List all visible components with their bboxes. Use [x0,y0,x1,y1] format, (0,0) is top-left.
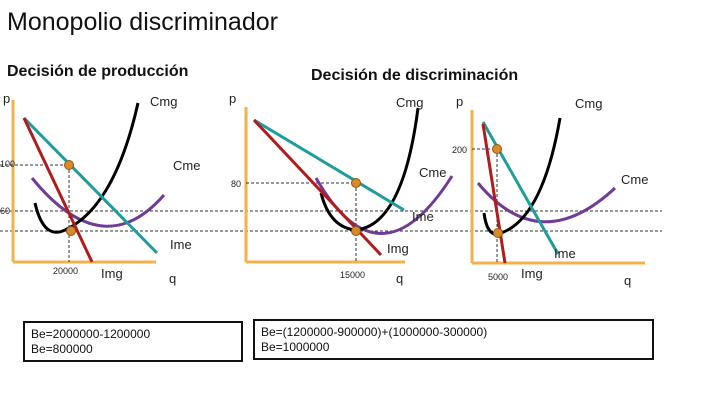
graph3-ime-label: Ime [554,246,576,261]
graph1-p-axis-label: p [3,91,11,106]
graph3-cme-label: Cme [621,172,649,187]
graph1-mc-point [66,226,76,236]
graph3-demand-line [481,121,560,255]
graph1-ac-curve [30,177,166,228]
graph1-ime-label: Ime [170,237,192,252]
graph2-img-label: Img [387,241,409,256]
graph1-cme-label: Cme [173,158,201,173]
graph3-q-5000-tick: 5000 [488,272,509,282]
graph2-cme-label: Cme [419,165,447,180]
graph2-mc-curve [319,107,420,232]
graph1-mr-line [22,117,94,263]
market1-graph [244,107,454,264]
graph2-mc-point [351,226,361,236]
page-title: Monopolio discriminador [7,8,278,36]
graph1-q-axis-label: q [169,271,177,286]
graph1-img-label: Img [101,266,123,281]
graph3-cmg-label: Cmg [575,96,603,111]
graph2-demand-line [253,118,405,212]
graph3-img-label: Img [521,266,543,281]
discrimination-profit-line-1: Be=(1200000-900000)+(1000000-300000) [261,325,488,339]
graph3-mr-line [481,123,507,264]
graph3-q-axis-label: q [624,273,632,288]
graph2-q-axis-label: q [396,271,404,286]
graph1-q-20000-tick: 20000 [53,266,79,276]
graph3-mc-point [493,228,503,238]
graph1-demand-line [22,116,159,255]
graph1-cmg-label: Cmg [150,94,178,109]
graph3-p-axis-label: p [456,94,464,109]
discrimination-section-title: Decisión de discriminación [311,67,519,84]
market2-graph [470,110,645,265]
graph1-price-point [64,160,74,170]
graph3-price-point [492,144,502,154]
graph2-mr-line [252,118,383,257]
graph2-price-point [351,178,361,188]
production-profit-line-2: Be=800000 [31,342,93,356]
graph1-price-60-tick: 60 [0,206,11,216]
graph3-mc-curve [482,117,562,236]
graph2-q-15000-tick: 15000 [340,270,366,280]
production-section-title: Decisión de producción [7,63,189,80]
graph1-price-100-tick: 100 [0,159,16,169]
graph2-ac-curve [314,175,454,235]
graph3-ac-curve [476,182,617,224]
production-profit-box: Be=2000000-1200000 Be=800000 [23,321,243,362]
discrimination-profit-box: Be=(1200000-900000)+(1000000-300000) Be=… [253,319,654,360]
graph2-p-axis-label: p [229,91,237,106]
graph2-price-80-tick: 80 [231,179,242,189]
graph2-ime-label: Ime [412,209,434,224]
production-profit-line-1: Be=2000000-1200000 [31,327,151,341]
discrimination-profit-line-2: Be=1000000 [261,340,330,354]
graph1-mc-curve [33,102,140,234]
graph3-price-200-tick: 200 [452,145,468,155]
production-graph [0,100,166,264]
graph2-cmg-label: Cmg [396,95,424,110]
